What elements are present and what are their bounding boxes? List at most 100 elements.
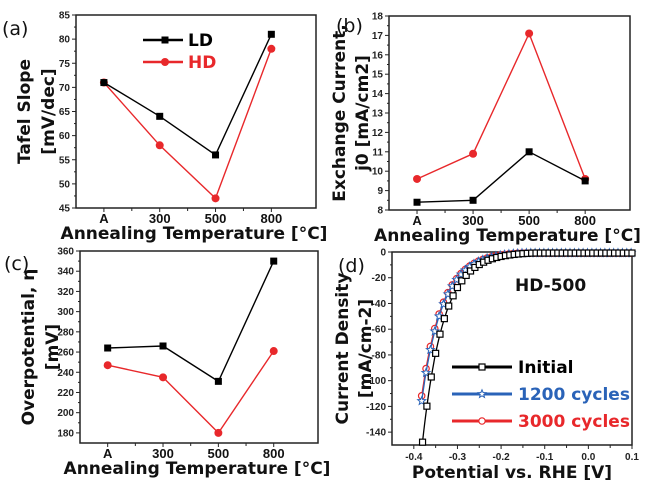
y-tick-label: -140 (366, 428, 386, 439)
legend-marker (478, 417, 486, 425)
data-point-initial (440, 315, 448, 323)
y-tick-label: 340 (57, 267, 74, 278)
data-point-initial (436, 330, 444, 338)
legend-marker (476, 388, 488, 399)
legend-marker-hd (161, 58, 169, 66)
x-tick-label: A (99, 211, 109, 226)
y-axis-label-line1: Tafel Slope (15, 59, 35, 164)
data-point-hd (214, 428, 223, 437)
y-axis-label-line2: [mA/cm-2] (356, 299, 376, 398)
y-tick-label: 18 (372, 12, 384, 23)
data-point-hd (269, 347, 278, 356)
y-tick-label: 60 (59, 131, 71, 142)
panel-label: (b) (336, 15, 363, 37)
y-tick-label: 13 (372, 109, 384, 120)
data-point-ld (104, 344, 112, 352)
y-tick-label: 320 (57, 287, 74, 298)
legend-marker-ld (161, 36, 169, 44)
data-point-initial (449, 292, 457, 300)
y-tick-label: 0 (380, 248, 386, 259)
y-tick-label: 8 (377, 206, 383, 217)
series-line-ld (107, 260, 275, 383)
data-point-initial (458, 277, 466, 285)
legend-marker (478, 363, 486, 371)
y-tick-label: 10 (372, 167, 384, 178)
x-tick-label: A (103, 446, 113, 461)
x-axis-label: Annealing Temperature [°C] (61, 224, 328, 244)
y-tick-label: 280 (57, 327, 74, 338)
data-point-1200-cycles (420, 367, 432, 378)
data-point-ld (267, 30, 275, 38)
y-axis-label-line1: Exchange Current, (330, 24, 350, 202)
data-point-ld (156, 112, 164, 120)
y-tick-label: -100 (366, 376, 386, 387)
series-line-ld (416, 150, 586, 203)
y-tick-label: 50 (59, 179, 71, 190)
y-tick-label: -80 (372, 350, 387, 361)
data-point-ld (525, 148, 533, 156)
y-axis-label-line2: [mV] (43, 324, 63, 370)
y-tick-label: 220 (57, 388, 74, 399)
x-tick-label: 500 (208, 446, 230, 461)
y-axis-label-line2: j0 [mA/cm2] (353, 55, 373, 172)
legend-label: 3000 cycles (518, 412, 630, 432)
data-point-hd (469, 149, 478, 158)
data-point-initial (462, 271, 470, 280)
plot-frame (79, 250, 319, 444)
data-point-ld (413, 198, 421, 206)
data-point-initial (628, 249, 636, 257)
y-tick-label: -40 (372, 299, 387, 310)
y-tick-label: 75 (59, 59, 71, 70)
data-point-hd (525, 29, 534, 38)
data-point-initial (427, 373, 435, 381)
y-axis-label-line1: Overpotential, η (19, 269, 39, 426)
legend-label: Initial (518, 358, 574, 378)
x-axis-label: Potential vs. RHE [V] (412, 463, 612, 483)
y-tick-label: 17 (372, 31, 384, 42)
x-tick-label: 300 (149, 211, 171, 226)
x-tick-label: -0.3 (449, 452, 467, 463)
panel-b: (b) 8 9 10 11 12 13 14 15 16 17 18 A 300 500 800Anneali… (330, 12, 641, 247)
y-tick-label: 16 (372, 50, 384, 61)
x-axis-label: Annealing Temperature [°C] (374, 226, 641, 246)
y-tick-label: 65 (59, 107, 71, 118)
y-tick-label: 85 (59, 11, 71, 22)
panel-c: (c) 180 200 220 240 260 280 300 320 340 360 A 300 500… (4, 247, 330, 480)
y-tick-label: -120 (366, 402, 386, 413)
x-tick-label: 500 (518, 213, 540, 228)
series-line-hd (103, 48, 272, 200)
x-tick-label: A (412, 213, 422, 228)
y-tick-label: 45 (59, 204, 71, 215)
x-tick-label: -0.4 (405, 452, 423, 463)
y-tick-label: 240 (57, 368, 74, 379)
y-tick-label: 14 (372, 89, 384, 100)
y-tick-label: 180 (57, 428, 74, 439)
x-tick-label: -0.1 (536, 452, 554, 463)
data-point-initial (432, 349, 440, 357)
data-point-ld (159, 342, 167, 350)
y-tick-label: 70 (59, 83, 71, 94)
x-axis-label: Annealing Temperature [°C] (64, 459, 331, 479)
x-tick-label: 0.0 (581, 452, 595, 463)
data-point-initial (445, 302, 453, 310)
data-point-ld (212, 151, 220, 159)
data-point-initial (418, 438, 427, 446)
y-tick-label: 12 (372, 128, 384, 139)
series-line-hd (107, 350, 275, 434)
data-point-hd (159, 373, 168, 382)
y-tick-label: 80 (59, 35, 71, 46)
data-point-hd (155, 141, 164, 150)
x-tick-label: -0.2 (492, 452, 510, 463)
x-tick-label: 0.1 (625, 452, 639, 463)
y-tick-label: 55 (59, 155, 71, 166)
data-point-initial (453, 283, 462, 292)
y-tick-label: 360 (57, 247, 74, 258)
data-point-ld (270, 257, 278, 265)
panel-label: (a) (2, 18, 28, 40)
y-tick-label: 200 (57, 408, 74, 419)
y-tick-label: 260 (57, 348, 74, 359)
y-tick-label: -60 (372, 325, 387, 336)
plot-frame (388, 15, 631, 211)
